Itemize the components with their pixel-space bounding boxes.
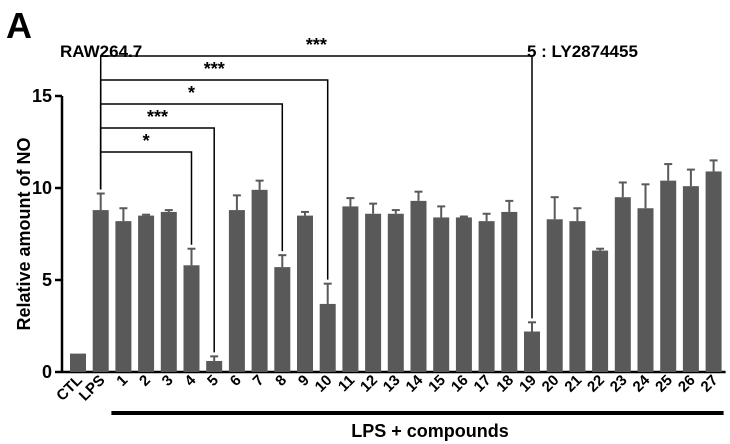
y-tick-label: 5 — [42, 270, 52, 290]
x-tick-label-9: 9 — [295, 372, 313, 390]
x-tick-label-3: 3 — [159, 372, 177, 390]
y-tick-label: 0 — [42, 362, 52, 382]
error-bars — [96, 159, 718, 361]
x-tick-label-25: 25 — [652, 372, 676, 396]
bar-6 — [228, 210, 245, 372]
bar-13 — [387, 213, 404, 372]
bar-17 — [478, 221, 495, 372]
x-tick-label-12: 12 — [357, 372, 381, 396]
x-tick-label-14: 14 — [403, 371, 427, 395]
significance-brackets: *********** — [99, 35, 533, 353]
bar-10 — [319, 303, 336, 372]
bar-1 — [115, 221, 132, 372]
significance-label-5: *** — [147, 107, 168, 127]
bar-25 — [660, 180, 677, 372]
x-tick-label-16: 16 — [448, 372, 472, 396]
bar-22 — [592, 250, 609, 372]
bar-26 — [682, 186, 699, 372]
bar-CTL — [70, 353, 86, 372]
x-tick-label-18: 18 — [493, 372, 517, 396]
x-tick-label-8: 8 — [272, 372, 290, 390]
bar-18 — [501, 211, 518, 372]
bar-20 — [546, 219, 563, 372]
x-tick-label-23: 23 — [607, 372, 631, 396]
x-tick-label-13: 13 — [380, 372, 404, 396]
y-tick-label: 15 — [32, 86, 52, 106]
x-tick-label-7: 7 — [250, 372, 268, 390]
bar-24 — [637, 208, 654, 372]
bar-3 — [160, 211, 177, 372]
x-tick-label-2: 2 — [136, 372, 154, 390]
x-tick-label-1: 1 — [113, 372, 131, 390]
bars — [70, 171, 722, 372]
significance-label-8: * — [188, 83, 195, 103]
x-tick-label-6: 6 — [227, 372, 245, 390]
x-tick-label-26: 26 — [675, 372, 699, 396]
x-tick-label-27: 27 — [698, 372, 722, 396]
bar-9 — [297, 215, 313, 372]
bar-7 — [251, 189, 268, 372]
bar-27 — [705, 171, 722, 372]
x-tick-label-15: 15 — [425, 372, 449, 396]
x-tick-label-11: 11 — [335, 372, 358, 395]
bar-14 — [410, 200, 427, 372]
x-tick-label-24: 24 — [630, 371, 654, 395]
y-tick-label: 10 — [32, 178, 52, 198]
significance-bracket-19 — [99, 55, 533, 319]
panel-label: A — [6, 5, 32, 46]
x-tick-label-LPS: LPS — [76, 372, 109, 405]
bar-21 — [569, 221, 586, 372]
bar-23 — [614, 197, 631, 372]
x-tick-label-21: 21 — [561, 372, 585, 396]
x-tick-label-22: 22 — [584, 372, 608, 396]
bar-8 — [274, 267, 291, 372]
bar-16 — [455, 217, 472, 372]
x-tick-label-20: 20 — [539, 372, 563, 396]
bar-5 — [206, 360, 223, 372]
bar-19 — [524, 331, 540, 372]
x-group-label: LPS + compounds — [351, 421, 509, 441]
y-axis-label: Relative amount of NO — [14, 137, 34, 330]
bar-4 — [183, 265, 200, 372]
significance-label-4: * — [143, 131, 150, 151]
x-tick-label-5: 5 — [204, 372, 222, 390]
bar-12 — [365, 213, 382, 372]
bar-2 — [138, 215, 155, 372]
bar-15 — [433, 217, 450, 372]
bar-LPS — [92, 210, 109, 372]
x-tick-label-10: 10 — [312, 372, 336, 396]
significance-label-19: *** — [306, 35, 327, 55]
x-tick-label-19: 19 — [516, 372, 540, 396]
significance-label-10: *** — [204, 59, 225, 79]
compound-note: 5 : LY2874455 — [527, 42, 638, 61]
x-tick-label-4: 4 — [181, 371, 199, 389]
bar-11 — [342, 206, 359, 372]
x-tick-label-17: 17 — [471, 372, 495, 396]
